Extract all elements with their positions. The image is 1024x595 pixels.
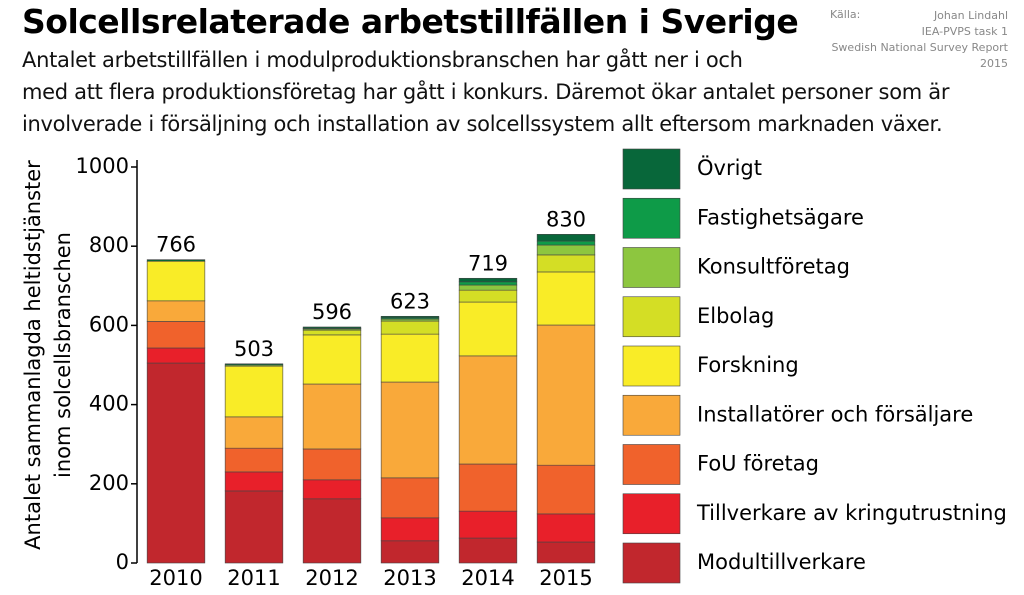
bar-segment <box>224 471 284 492</box>
source-line: Swedish National Survey Report <box>831 41 1008 54</box>
bar-segment <box>146 321 206 349</box>
bar-segment <box>380 381 440 479</box>
bar-segment <box>146 259 206 262</box>
source-line: 2015 <box>980 57 1008 70</box>
bar-segment <box>536 271 596 326</box>
bar-segment <box>458 284 518 291</box>
bar-segment <box>146 260 206 302</box>
bar-segment <box>458 281 518 286</box>
bar-segment <box>224 365 284 418</box>
bar-segment <box>302 334 362 385</box>
legend-swatch <box>622 345 681 387</box>
bar-segment <box>224 447 284 473</box>
bar-segment <box>380 477 440 519</box>
source-label: Källa: <box>830 8 861 21</box>
bar-segment <box>536 234 596 242</box>
legend-swatch <box>622 493 681 535</box>
legend-swatch <box>622 394 681 436</box>
chart-title: Solcellsrelaterade arbetstillfällen i Sv… <box>22 2 799 41</box>
legend-swatch <box>622 296 681 338</box>
bar-segment <box>146 347 206 364</box>
bar-segment <box>302 479 362 500</box>
bar-segment <box>302 329 362 336</box>
total-label: 719 <box>468 251 508 275</box>
bar-segment <box>302 383 362 450</box>
subtitle: Antalet arbetstillfällen i modulprodukti… <box>22 48 743 72</box>
bar-segment <box>458 537 518 564</box>
bar-segment <box>380 517 440 542</box>
y-tick-label: 800 <box>89 233 129 257</box>
y-tick-label: 200 <box>89 471 129 495</box>
x-tick-label: 2013 <box>383 566 436 590</box>
legend-label: Konsultföretag <box>697 255 850 279</box>
bar-segment <box>458 277 518 283</box>
x-tick-label: 2015 <box>539 566 592 590</box>
total-label: 830 <box>546 207 586 231</box>
total-label: 623 <box>390 289 430 313</box>
bar-segment <box>380 315 440 319</box>
subtitle: med att flera produktionsföretag har gåt… <box>22 80 950 104</box>
legend-swatch <box>622 542 681 584</box>
legend-label: Övrigt <box>697 155 762 180</box>
x-tick-label: 2014 <box>461 566 514 590</box>
y-tick-label: 600 <box>89 312 129 336</box>
total-label: 596 <box>312 300 352 324</box>
bar-segment <box>224 490 284 564</box>
legend-label: Forskning <box>697 353 799 377</box>
source-line: Johan Lindahl <box>933 9 1008 22</box>
source-line: IEA-PVPS task 1 <box>921 25 1008 38</box>
source: Källa: Johan Lindahl IEA-PVPS task 1 Swe… <box>830 8 1008 72</box>
y-tick-label: 0 <box>116 550 129 574</box>
bar-segment <box>146 362 206 564</box>
legend-swatch <box>622 247 681 288</box>
y-tick-label: 400 <box>89 392 129 416</box>
legend-label: Modultillverkare <box>697 550 866 574</box>
legend-swatch <box>622 197 681 239</box>
bar-segment <box>380 540 440 564</box>
bar-segment <box>302 448 362 481</box>
bar-segment <box>536 541 596 564</box>
bar-segment <box>458 355 518 465</box>
bar-segment <box>224 416 284 449</box>
bar-segment <box>536 464 596 515</box>
bar-segment <box>380 320 440 335</box>
x-tick-label: 2011 <box>227 566 280 590</box>
bar-segment <box>536 240 596 246</box>
y-axis-label: Antalet sammanlagda heltidstjänster <box>21 160 45 550</box>
bar-segment <box>458 301 518 357</box>
bar-segment <box>302 498 362 564</box>
bar-segment <box>146 300 206 322</box>
total-label: 503 <box>234 337 274 361</box>
total-label: 766 <box>156 233 196 257</box>
x-tick-label: 2012 <box>305 566 358 590</box>
legend-label: Tillverkare av kringutrustning <box>696 501 1007 525</box>
bar-segment <box>536 513 596 543</box>
y-axis-label: inom solcellsbranschen <box>51 232 75 478</box>
legend-label: Installatörer och försäljare <box>697 402 973 426</box>
subtitle: involverade i försäljning och installati… <box>22 112 943 136</box>
x-tick-label: 2010 <box>149 566 202 590</box>
bar-segment <box>380 333 440 383</box>
y-tick-label: 1000 <box>76 154 129 178</box>
bar-segment <box>224 363 284 366</box>
bar-segment <box>536 254 596 273</box>
legend-label: FoU företag <box>697 452 819 476</box>
bar-segment <box>536 244 596 256</box>
legend-swatch <box>622 148 681 190</box>
bar-segment <box>458 289 518 303</box>
legend-label: Fastighetsägare <box>697 205 864 229</box>
bar-segment <box>536 324 596 466</box>
bar-segment <box>458 510 518 539</box>
legend-swatch <box>622 444 681 485</box>
bar-segment <box>302 326 362 329</box>
legend-label: Elbolag <box>697 304 774 328</box>
bar-segment <box>458 463 518 512</box>
